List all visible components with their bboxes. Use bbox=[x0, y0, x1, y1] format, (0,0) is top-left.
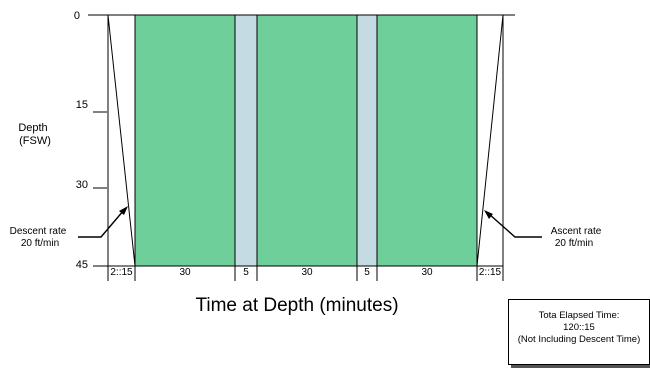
y-axis-label-line-1: Depth bbox=[18, 122, 47, 134]
surface-interval-block-4 bbox=[356, 14, 378, 267]
segment-label-3: 30 bbox=[301, 267, 313, 278]
ascent-rate-label: Ascent rate bbox=[551, 226, 602, 237]
segment-label-1: 30 bbox=[179, 267, 191, 278]
y-tick-label-0: 0 bbox=[74, 10, 80, 22]
y-tick-label-30: 30 bbox=[76, 179, 88, 191]
ascent-arrow bbox=[488, 213, 542, 238]
surface-interval-block-2 bbox=[234, 14, 258, 267]
y-tick-marks bbox=[88, 14, 108, 267]
y-tick-label-15: 15 bbox=[76, 99, 88, 111]
profile-lines bbox=[107, 14, 504, 281]
elapsed-time-label: Tota Elapsed Time: bbox=[538, 310, 620, 321]
descent-rate-value: 20 ft/min bbox=[21, 238, 59, 249]
ascent-rate-value: 20 ft/min bbox=[555, 238, 593, 249]
x-axis-title: Time at Depth (minutes) bbox=[195, 295, 398, 316]
total-elapsed-time-box: Tota Elapsed Time: 120::15 (Not Includin… bbox=[508, 299, 650, 365]
segment-label-4: 5 bbox=[364, 267, 370, 278]
bottom-time-block-3 bbox=[256, 14, 358, 267]
y-tick-label-45: 45 bbox=[76, 259, 88, 271]
y-axis-label-line-2: (FSW) bbox=[19, 135, 51, 147]
bottom-time-block-1 bbox=[134, 14, 236, 267]
bottom-time-block-5 bbox=[376, 14, 478, 267]
segment-label-2: 5 bbox=[243, 267, 249, 278]
descent-rate-label: Descent rate bbox=[10, 226, 67, 237]
descent-annotation: Descent rate 20 ft/min bbox=[10, 206, 128, 249]
elapsed-time-value: 120::15 bbox=[563, 322, 595, 333]
descent-arrowhead bbox=[119, 206, 128, 215]
segment-label-5: 30 bbox=[421, 267, 433, 278]
elapsed-time-note: (Not Including Descent Time) bbox=[517, 334, 641, 345]
descent-arrow bbox=[78, 209, 125, 238]
segment-label-6: 2::15 bbox=[479, 267, 502, 278]
ascent-annotation: Ascent rate 20 ft/min bbox=[484, 210, 602, 249]
ascent-arrowhead bbox=[484, 210, 493, 219]
segment-label-0: 2::15 bbox=[110, 267, 133, 278]
